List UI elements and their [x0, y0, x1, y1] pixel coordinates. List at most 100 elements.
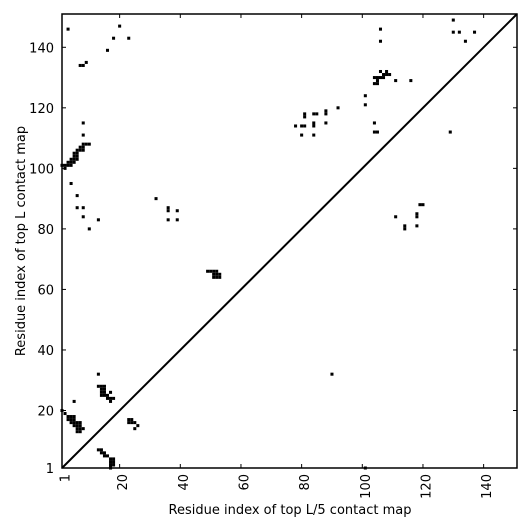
contact-point-top-l: [175, 209, 179, 213]
contact-point-top-l: [75, 151, 79, 155]
contact-point-top-l: [336, 106, 340, 110]
diagonal-reference-line: [61, 13, 518, 469]
contact-point-top-l5: [78, 430, 82, 434]
contact-point-top-l: [403, 227, 407, 231]
x-tick-label: 40: [177, 474, 192, 491]
contact-point-top-l: [300, 133, 304, 137]
contact-point-top-l: [385, 69, 389, 74]
contact-point-top-l: [363, 103, 367, 107]
contact-point-top-l: [303, 115, 307, 119]
contact-point-top-l5: [72, 421, 76, 425]
contact-point-top-l5: [109, 396, 113, 400]
contact-point-top-l: [218, 275, 222, 279]
contact-point-top-l: [312, 133, 316, 137]
contact-point-top-l5: [96, 384, 100, 388]
contact-point-top-l: [385, 73, 389, 77]
contact-point-top-l5: [102, 390, 106, 394]
contact-point-top-l: [448, 130, 452, 134]
contact-point-top-l: [394, 215, 398, 219]
contact-point-top-l: [215, 275, 219, 279]
contact-point-top-l: [78, 63, 82, 67]
contact-point-top-l: [75, 157, 79, 161]
contact-point-top-l: [75, 194, 79, 198]
contact-point-top-l: [166, 206, 170, 210]
contact-point-top-l5: [112, 460, 116, 464]
contact-point-top-l5: [66, 418, 70, 422]
contact-point-top-l: [212, 275, 216, 279]
contact-point-top-l5: [109, 457, 113, 461]
contact-point-top-l: [72, 151, 76, 155]
contact-point-top-l: [294, 124, 298, 128]
contact-point-top-l: [154, 197, 158, 201]
contact-point-top-l5: [63, 412, 67, 416]
contact-point-top-l5: [102, 454, 106, 458]
contact-point-top-l5: [105, 396, 110, 400]
contact-point-top-l: [66, 163, 70, 167]
contact-point-top-l5: [72, 399, 76, 403]
contact-point-top-l: [315, 112, 319, 116]
contact-point-top-l: [303, 112, 307, 116]
contact-point-top-l: [69, 181, 73, 186]
contact-point-top-l: [75, 148, 79, 152]
contact-point-top-l: [72, 154, 76, 158]
y-tick-label: 60: [37, 283, 54, 298]
contact-point-top-l: [451, 18, 455, 22]
contact-point-top-l: [75, 206, 79, 210]
contact-point-top-l5: [105, 393, 110, 397]
contact-point-top-l5: [102, 393, 106, 397]
contact-point-top-l: [127, 36, 131, 40]
contact-point-top-l: [212, 272, 216, 276]
contact-point-top-l5: [133, 421, 137, 425]
contact-point-top-l: [378, 76, 383, 80]
contact-point-top-l5: [72, 415, 76, 419]
contact-point-top-l: [375, 82, 379, 86]
contact-point-top-l5: [78, 424, 82, 428]
contact-point-top-l: [166, 218, 170, 222]
contact-point-top-l: [105, 48, 110, 52]
contact-point-top-l5: [109, 460, 113, 464]
contact-point-top-l5: [81, 427, 85, 431]
contact-point-top-l5: [102, 387, 106, 391]
contact-point-top-l5: [78, 421, 82, 425]
contact-point-top-l: [78, 148, 82, 152]
contact-point-top-l5: [99, 387, 103, 391]
y-tick-label: 20: [37, 404, 54, 419]
contact-point-top-l: [415, 212, 419, 216]
contact-point-top-l: [81, 63, 85, 67]
contact-point-top-l: [118, 24, 122, 28]
contact-point-top-l: [324, 121, 328, 125]
contact-point-top-l5: [130, 418, 134, 422]
y-tick-label: 40: [37, 344, 54, 359]
contact-point-top-l: [312, 124, 316, 128]
contact-point-top-l5: [99, 390, 103, 394]
contact-point-top-l: [324, 112, 328, 116]
contact-point-top-l5: [112, 457, 116, 461]
contact-point-top-l: [312, 121, 316, 125]
contact-point-top-l5: [78, 427, 82, 431]
contact-point-top-l: [63, 163, 67, 167]
contact-point-top-l: [375, 76, 379, 80]
contact-point-top-l: [409, 79, 413, 83]
contact-point-top-l5: [72, 418, 76, 422]
contact-point-top-l: [66, 27, 70, 31]
contact-point-top-l: [175, 218, 179, 222]
contact-point-top-l: [378, 69, 383, 74]
contact-point-top-l: [206, 269, 210, 273]
contact-point-top-l: [473, 30, 477, 34]
x-tick-label: 100: [359, 474, 374, 499]
contact-point-top-l5: [69, 415, 73, 419]
contact-point-top-l5: [69, 418, 73, 422]
x-tick-label: 80: [298, 474, 313, 491]
contact-point-top-l: [451, 30, 455, 34]
contact-point-top-l: [388, 73, 392, 77]
contact-point-top-l: [375, 79, 379, 83]
contact-point-top-l5: [96, 448, 100, 452]
contact-point-top-l: [212, 269, 216, 273]
contact-point-top-l: [378, 39, 383, 43]
contact-point-top-l: [372, 76, 376, 80]
x-tick-label: 20: [116, 474, 131, 491]
y-tick-label: 140: [29, 41, 54, 56]
contact-point-top-l5: [112, 463, 116, 467]
contact-point-top-l: [418, 203, 422, 207]
